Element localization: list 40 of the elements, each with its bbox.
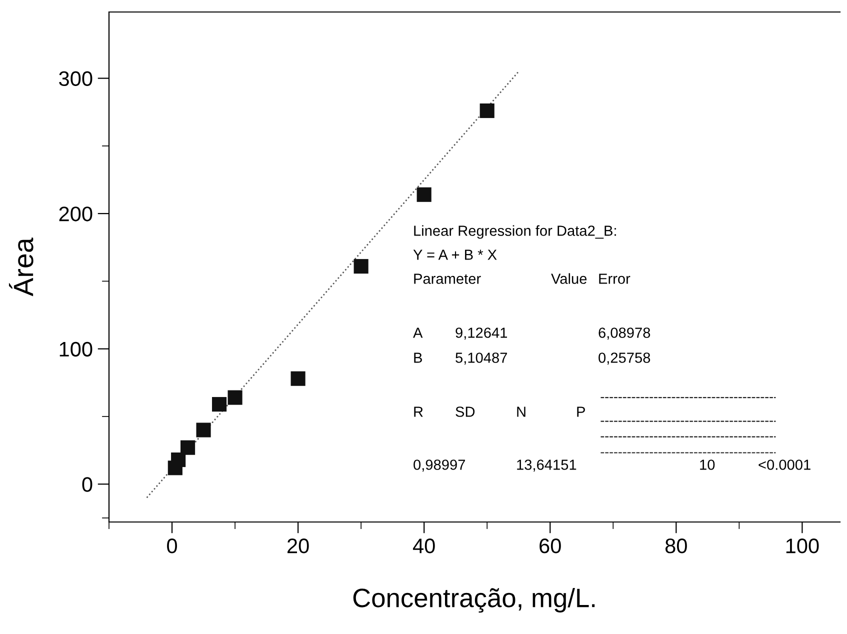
annotation: P bbox=[577, 406, 585, 417]
annotation: R bbox=[414, 406, 423, 417]
y-tick-label: 100 bbox=[60, 342, 92, 357]
point bbox=[480, 103, 494, 118]
annotation: Parameter bbox=[414, 274, 481, 284]
point bbox=[290, 371, 306, 386]
x-tick-label: 80 bbox=[665, 538, 687, 554]
point bbox=[212, 397, 227, 412]
annotation: <0.0001 bbox=[758, 460, 810, 470]
x-tick-label: 0 bbox=[167, 538, 177, 554]
y-tick-label: 200 bbox=[59, 206, 92, 222]
annotation: B bbox=[414, 352, 422, 363]
point bbox=[354, 259, 368, 274]
x-axis-title: Concentração, mg/L. bbox=[353, 588, 595, 613]
x-tick-label: 40 bbox=[412, 538, 435, 554]
x-tick-label: 100 bbox=[786, 538, 819, 554]
annotation: 0,98997 bbox=[414, 460, 465, 472]
annotation: 6,08978 bbox=[598, 328, 650, 340]
point bbox=[416, 187, 432, 202]
annotation: 10 bbox=[700, 460, 715, 470]
x-tick-label: 20 bbox=[288, 538, 309, 554]
annotation: 0,25758 bbox=[598, 352, 650, 365]
point bbox=[228, 390, 242, 405]
point bbox=[196, 422, 211, 438]
annotation: Y = A + B * X bbox=[413, 250, 497, 260]
y-axis-title: Área bbox=[8, 238, 34, 296]
point bbox=[171, 452, 186, 468]
annotation: 5,10487 bbox=[456, 352, 507, 365]
y-tick-label: 0 bbox=[82, 477, 92, 492]
annotation: Linear Regression for Data2_B: bbox=[414, 225, 616, 239]
annotation: 13,64151 bbox=[517, 460, 576, 472]
point bbox=[180, 440, 196, 455]
annotation: 9,12641 bbox=[456, 328, 508, 340]
y-tick-label: 300 bbox=[59, 71, 92, 86]
annotation: A bbox=[413, 328, 423, 338]
annotation: SD bbox=[456, 406, 475, 417]
x-tick-label: 60 bbox=[540, 538, 561, 554]
annotation: Value bbox=[551, 273, 587, 284]
annotation: Error bbox=[599, 274, 630, 284]
annotation: N bbox=[517, 406, 526, 417]
